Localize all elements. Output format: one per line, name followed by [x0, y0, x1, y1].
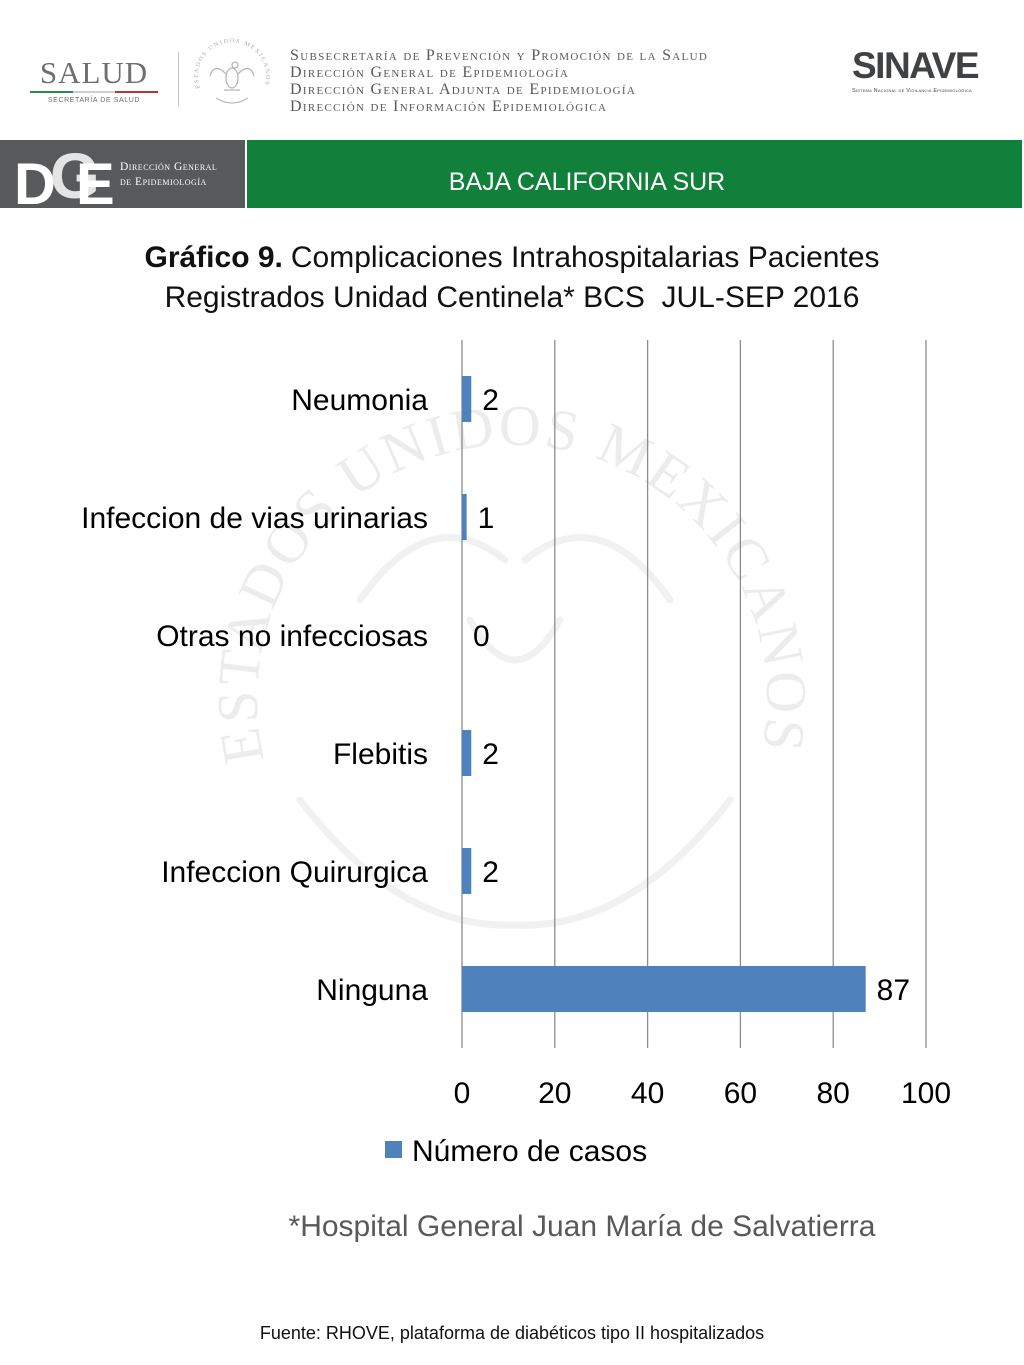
sinave-logo-word: SINAVE [852, 45, 980, 86]
sinave-logo: SINAVE Sistema Nacional de Vigilancia Ep… [852, 44, 992, 95]
header-institution-lines: Subsecretaría de Prevención y Promoción … [290, 47, 708, 115]
dge-logo-letter-g: G [50, 140, 100, 208]
header-line-direccion-general: Dirección General de Epidemiología [290, 64, 570, 81]
data-label-flebitis: 2 [482, 738, 499, 771]
category-label-ninguna: Ninguna [316, 974, 428, 1007]
chart-title-text: Complicaciones Intrahospitalarias Pacien… [290, 241, 880, 274]
region-banner: D G E Dirección General de Epidemiología… [0, 140, 1022, 208]
category-label-otras-no-infecciosas: Otras no infecciosas [156, 620, 428, 653]
dge-logo-letter-e: E [76, 152, 115, 209]
data-label-neumonia: 2 [482, 384, 499, 417]
x-tick-label-40: 40 [631, 1077, 664, 1110]
region-name: BAJA CALIFORNIA SUR [448, 168, 726, 196]
dge-logo-panel: D G E Dirección General de Epidemiología [0, 140, 245, 208]
category-label-flebitis: Flebitis [333, 738, 428, 771]
bar-infeccion-quirurgica [462, 848, 472, 894]
dge-logo-text: Dirección General de Epidemiología [120, 160, 217, 190]
salud-logo-rule [30, 91, 159, 93]
x-tick-label-60: 60 [724, 1077, 757, 1110]
data-label-infeccion-de-vias-urinarias: 1 [478, 502, 495, 535]
header-divider [178, 52, 179, 106]
x-tick-label-80: 80 [817, 1077, 850, 1110]
data-label-otras-no-infecciosas: 0 [473, 620, 490, 653]
bar-flebitis [462, 730, 472, 776]
salud-logo-word: SALUD [39, 55, 149, 90]
legend-swatch [385, 1141, 402, 1158]
bar-neumonia [462, 376, 472, 422]
chart-title-label: Gráfico 9. [144, 241, 283, 274]
chart-title-line-2: Registrados Unidad Centinela* BCS JUL-SE… [164, 281, 860, 314]
data-label-ninguna: 87 [877, 974, 910, 1007]
legend-label: Número de casos [412, 1135, 647, 1168]
sinave-logo-subtitle: Sistema Nacional de Vigilancia Epidemiol… [852, 88, 972, 94]
x-tick-label-0: 0 [454, 1077, 471, 1110]
category-label-neumonia: Neumonia [291, 384, 428, 417]
data-label-infeccion-quirurgica: 2 [482, 856, 499, 889]
region-panel: BAJA CALIFORNIA SUR [247, 140, 1022, 208]
header-line-subsecretaria: Subsecretaría de Prevención y Promoción … [290, 47, 709, 64]
emblem-eagle [209, 61, 255, 104]
source-note: Fuente: RHOVE, plataforma de diabéticos … [259, 1323, 765, 1343]
header-line-direccion-adjunta: Dirección General Adjunta de Epidemiolog… [290, 81, 637, 98]
dge-logo-letter-d: D [14, 152, 56, 209]
header-line-direccion-informacion: Dirección de Información Epidemiológica [290, 98, 608, 115]
footnote: *Hospital General Juan María de Salvatie… [288, 1210, 876, 1243]
category-label-infeccion-quirurgica: Infeccion Quirurgica [161, 856, 428, 889]
watermark-eagle [296, 534, 734, 929]
category-label-infeccion-de-vias-urinarias: Infeccion de vias urinarias [81, 502, 428, 535]
salud-logo: SALUD SECRETARÍA DE SALUD [28, 57, 160, 105]
dge-logo-line-1: Dirección General [120, 161, 218, 173]
chart-title: Gráfico 9. Complicaciones Intrahospitalar… [0, 238, 1024, 318]
x-tick-label-20: 20 [538, 1077, 571, 1110]
coat-of-arms-emblem: ESTADOS UNIDOS MEXICANOS [194, 39, 270, 104]
x-tick-label-100: 100 [901, 1077, 951, 1110]
salud-logo-subtitle: SECRETARÍA DE SALUD [47, 97, 141, 104]
bar-infeccion-de-vias-urinarias [462, 494, 467, 540]
dge-logo-line-2: de Epidemiología [120, 176, 207, 188]
bar-ninguna [462, 966, 866, 1012]
chart-legend: Número de casos [385, 1135, 647, 1168]
chart-title-line-1: Gráfico 9. Complicaciones Intrahospitalar… [0, 238, 1024, 278]
